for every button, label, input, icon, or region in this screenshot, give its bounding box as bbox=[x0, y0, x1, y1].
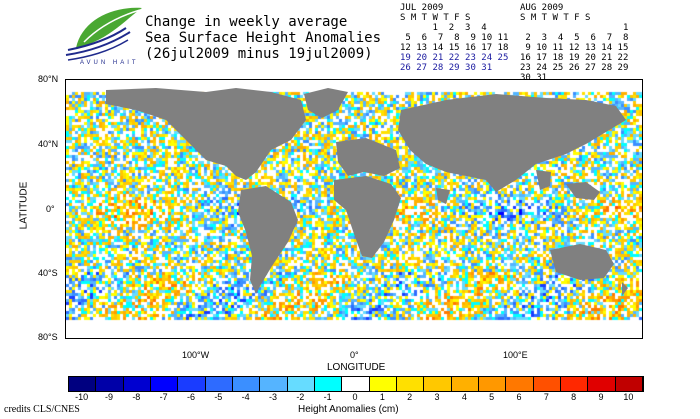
colorbar-swatch bbox=[396, 377, 425, 391]
calendar-week-row: 5 6 7 8 9 10 11 bbox=[400, 33, 509, 43]
landmass bbox=[536, 170, 551, 190]
colorbar-tick-label: -5 bbox=[214, 392, 223, 402]
colorbar-tick-label: -1 bbox=[323, 392, 332, 402]
landmass bbox=[436, 188, 450, 204]
colorbar-labels: -10 -9 -8 -7 -6 -5 -4 -3 -2 -1 0 1 2 3 4 5 6 7 8 9 10 bbox=[57, 392, 657, 404]
title-line-2: Sea Surface Height Anomalies bbox=[145, 30, 382, 46]
landmass bbox=[304, 88, 348, 118]
colorbar-tick-label: 2 bbox=[407, 392, 413, 402]
colorbar-tick-label: -9 bbox=[104, 392, 113, 402]
colorbar-swatch bbox=[533, 377, 561, 391]
lon-tick-100e: 100°E bbox=[503, 350, 528, 360]
calendar-month-title: AUG 2009 bbox=[520, 3, 564, 13]
colorbar-swatch bbox=[369, 377, 397, 391]
leaf-logo-icon bbox=[65, 7, 142, 61]
colorbar-swatch bbox=[615, 377, 643, 391]
longitude-axis-title: LONGITUDE bbox=[327, 362, 386, 373]
colorbar-tick-label: -8 bbox=[132, 392, 141, 402]
lon-tick-100w: 100°W bbox=[182, 350, 210, 360]
colorbar-swatch bbox=[478, 377, 507, 391]
latitude-axis-title: LATITUDE bbox=[18, 181, 30, 230]
calendar-week-row: 1 bbox=[520, 23, 629, 33]
colorbar-swatch bbox=[178, 377, 206, 391]
colorbar-swatch bbox=[588, 377, 616, 391]
colorbar-tick-label: 10 bbox=[623, 392, 634, 402]
landmass bbox=[566, 182, 600, 200]
colorbar-tick-label: 6 bbox=[516, 392, 522, 402]
colorbar-swatch bbox=[205, 377, 233, 391]
calendar-week-row: 12 13 14 15 16 17 18 bbox=[400, 43, 509, 53]
colorbar-tick-label: 1 bbox=[379, 392, 385, 402]
lat-tick-80s: 80°S bbox=[38, 332, 58, 342]
colorbar-tick-label: -3 bbox=[268, 392, 277, 402]
colorbar-swatch bbox=[287, 377, 315, 391]
colorbar-tick-label: 9 bbox=[598, 392, 604, 402]
colorbar-swatch bbox=[150, 377, 179, 391]
colorbar-title: Height Anomalies (cm) bbox=[298, 404, 399, 415]
colorbar-tick-label: -10 bbox=[75, 392, 89, 402]
colorbar-swatch bbox=[314, 377, 343, 391]
calendar-july: JUL 2009 S M T W T F S 1 2 3 4 5 6 7 8 9 … bbox=[400, 3, 508, 73]
colorbar-swatch bbox=[69, 377, 97, 391]
lat-tick-80n: 80°N bbox=[38, 74, 59, 84]
calendar-week-row: 9 10 11 12 13 14 15 bbox=[520, 43, 629, 53]
anomaly-map bbox=[66, 80, 642, 338]
colorbar-swatch bbox=[560, 377, 589, 391]
calendar-week-row: 30 31 bbox=[520, 73, 548, 83]
landmass bbox=[398, 94, 626, 192]
calendar-weekday-header: S M T W T F S bbox=[520, 13, 591, 23]
calendar-month-title: JUL 2009 bbox=[400, 3, 444, 13]
colorbar-tick-label: 8 bbox=[571, 392, 577, 402]
calendar-week-row: 23 24 25 26 27 28 29 bbox=[520, 63, 629, 73]
colorbar-swatch bbox=[451, 377, 479, 391]
colorbar-swatch bbox=[260, 377, 288, 391]
colorbar-tick-label: -7 bbox=[159, 392, 168, 402]
lat-tick-0: 0° bbox=[46, 204, 55, 214]
credits: credits CLS/CNES bbox=[4, 404, 80, 415]
colorbar-swatch bbox=[232, 377, 261, 391]
calendar-week-row: 26 27 28 29 30 31 bbox=[400, 63, 493, 73]
colorbar-swatch bbox=[506, 377, 534, 391]
landmass bbox=[550, 244, 614, 280]
landmass bbox=[106, 88, 306, 180]
logo-text: AVUN HAIT bbox=[80, 60, 139, 66]
lat-tick-40s: 40°S bbox=[38, 268, 58, 278]
calendar-week-row: 1 2 3 4 bbox=[400, 23, 487, 33]
colorbar-tick-label: -6 bbox=[186, 392, 195, 402]
calendar-week-row: 19 20 21 22 23 24 25 bbox=[400, 53, 509, 63]
calendar-august: AUG 2009 S M T W T F S 1 2 3 4 5 6 7 8 9 … bbox=[520, 3, 628, 83]
logo: AVUN HAIT bbox=[64, 2, 144, 72]
colorbar-tick-label: 0 bbox=[352, 392, 358, 402]
lon-tick-0: 0° bbox=[350, 350, 359, 360]
colorbar bbox=[68, 376, 644, 392]
landmass bbox=[336, 138, 400, 176]
calendar-week-row: 16 17 18 19 20 21 22 bbox=[520, 53, 629, 63]
landmass bbox=[622, 282, 628, 296]
map-title: Change in weekly average Sea Surface Hei… bbox=[145, 14, 381, 62]
colorbar-tick-label: -2 bbox=[296, 392, 305, 402]
colorbar-swatch bbox=[342, 377, 370, 391]
title-line-1: Change in weekly average bbox=[145, 14, 348, 30]
colorbar-swatch bbox=[96, 377, 124, 391]
land-overlay bbox=[106, 88, 628, 296]
colorbar-tick-label: 7 bbox=[543, 392, 549, 402]
map-border bbox=[65, 79, 643, 339]
colorbar-tick-label: 3 bbox=[434, 392, 440, 402]
calendar-week-row: 2 3 4 5 6 7 8 bbox=[520, 33, 629, 43]
calendar-weekday-header: S M T W T F S bbox=[400, 13, 471, 23]
landmass bbox=[238, 186, 298, 294]
colorbar-tick-label: -4 bbox=[241, 392, 250, 402]
colorbar-swatch bbox=[424, 377, 452, 391]
landmass bbox=[334, 176, 401, 258]
lat-tick-40n: 40°N bbox=[38, 139, 59, 149]
title-line-3: (26jul2009 minus 19jul2009) bbox=[145, 46, 373, 62]
colorbar-swatch bbox=[123, 377, 151, 391]
colorbar-tick-label: 4 bbox=[461, 392, 467, 402]
colorbar-tick-label: 5 bbox=[489, 392, 495, 402]
